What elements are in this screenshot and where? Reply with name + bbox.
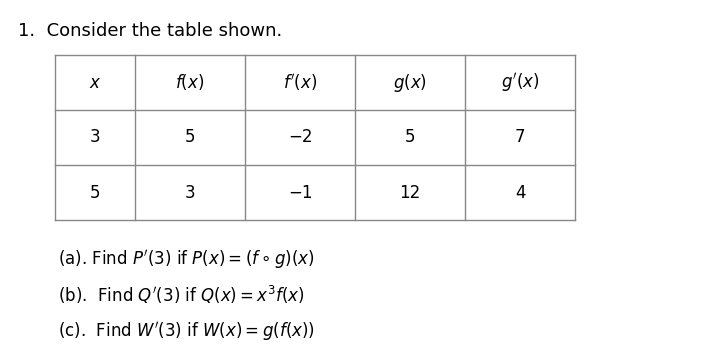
Text: 1.  Consider the table shown.: 1. Consider the table shown. [18, 22, 283, 40]
Text: $f(x)$: $f(x)$ [175, 73, 205, 92]
Text: 3: 3 [90, 129, 101, 147]
Text: $g(x)$: $g(x)$ [393, 72, 427, 93]
Text: 7: 7 [515, 129, 526, 147]
Text: $f'(x)$: $f'(x)$ [283, 72, 317, 93]
Text: (a). Find $P'(3)$ if $P(x) = (f\circ g)(x)$: (a). Find $P'(3)$ if $P(x) = (f\circ g)(… [58, 248, 315, 271]
Text: 5: 5 [185, 129, 196, 147]
Text: 4: 4 [515, 183, 526, 201]
Text: 5: 5 [90, 183, 100, 201]
Text: $g'(x)$: $g'(x)$ [500, 71, 539, 94]
Text: (c).  Find $W'(3)$ if $W(x) = g(f(x))$: (c). Find $W'(3)$ if $W(x) = g(f(x))$ [58, 320, 315, 343]
Text: $x$: $x$ [88, 74, 101, 91]
Text: (b).  Find $Q'(3)$ if $Q(x) = x^3f(x)$: (b). Find $Q'(3)$ if $Q(x) = x^3f(x)$ [58, 284, 305, 306]
Text: −1: −1 [288, 183, 312, 201]
Text: 12: 12 [399, 183, 421, 201]
Text: 3: 3 [185, 183, 196, 201]
Text: 5: 5 [405, 129, 416, 147]
Text: −2: −2 [288, 129, 312, 147]
